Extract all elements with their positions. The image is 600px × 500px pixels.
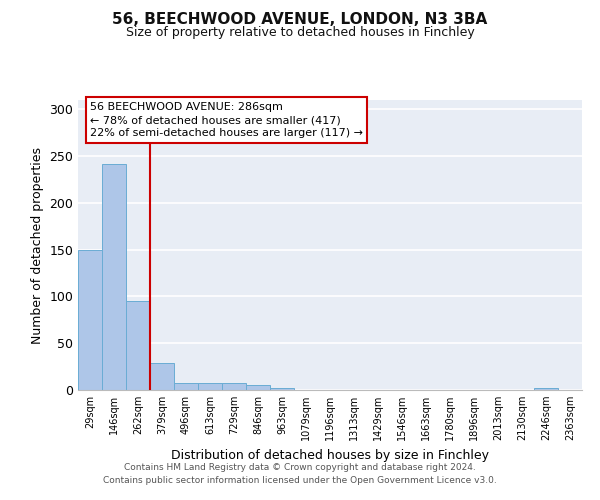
- Bar: [246, 386, 270, 390]
- Y-axis label: Number of detached properties: Number of detached properties: [31, 146, 44, 344]
- Bar: [78, 250, 102, 390]
- Bar: [150, 363, 174, 390]
- X-axis label: Distribution of detached houses by size in Finchley: Distribution of detached houses by size …: [171, 448, 489, 462]
- Text: Size of property relative to detached houses in Finchley: Size of property relative to detached ho…: [125, 26, 475, 39]
- Bar: [222, 384, 246, 390]
- Bar: [534, 388, 558, 390]
- Bar: [174, 382, 198, 390]
- Text: 56 BEECHWOOD AVENUE: 286sqm
← 78% of detached houses are smaller (417)
22% of se: 56 BEECHWOOD AVENUE: 286sqm ← 78% of det…: [90, 102, 363, 139]
- Text: Contains public sector information licensed under the Open Government Licence v3: Contains public sector information licen…: [103, 476, 497, 485]
- Bar: [270, 388, 294, 390]
- Text: 56, BEECHWOOD AVENUE, LONDON, N3 3BA: 56, BEECHWOOD AVENUE, LONDON, N3 3BA: [112, 12, 488, 28]
- Text: Contains HM Land Registry data © Crown copyright and database right 2024.: Contains HM Land Registry data © Crown c…: [124, 464, 476, 472]
- Bar: [198, 384, 222, 390]
- Bar: [102, 164, 126, 390]
- Bar: [126, 301, 150, 390]
